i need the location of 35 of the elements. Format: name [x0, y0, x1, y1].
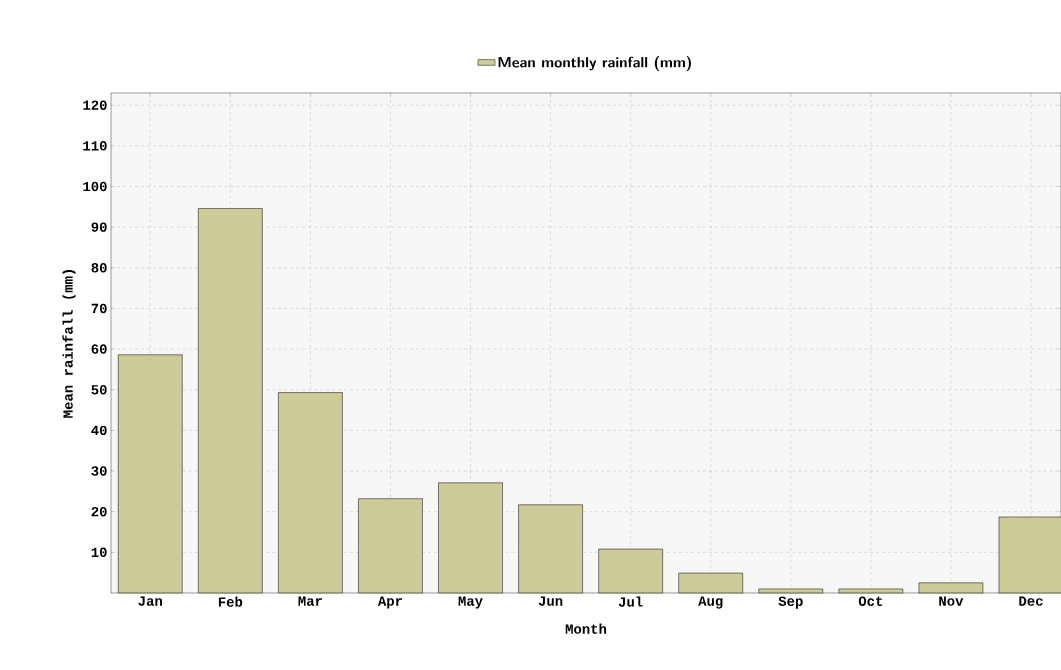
y-tick-label: 40: [91, 425, 107, 436]
x-tick-label: Jan: [138, 596, 162, 606]
y-tick-label: 80: [91, 263, 107, 273]
x-tick-label: Apr: [377, 596, 402, 609]
x-tick-label: May: [458, 596, 483, 609]
y-tick-label: 120: [83, 100, 107, 110]
bar: [278, 392, 343, 593]
y-tick-label: 70: [91, 303, 107, 314]
y-tick-label: 110: [83, 141, 107, 151]
bar: [438, 482, 503, 593]
y-tick-label: 60: [91, 344, 107, 354]
y-tick-label: 30: [91, 466, 107, 476]
x-tick-label: Dec: [1019, 596, 1043, 606]
x-tick-label: Jul: [618, 596, 643, 607]
y-tick-label: 20: [91, 506, 107, 517]
y-tick-label: 100: [83, 181, 107, 192]
x-tick-label: Feb: [218, 596, 243, 607]
x-tick-label: Oct: [858, 596, 883, 606]
y-tick-label: 90: [91, 222, 107, 232]
bar: [518, 504, 583, 593]
x-tick-label: Jun: [538, 596, 563, 606]
bar: [998, 516, 1061, 594]
x-axis-title: Month: [565, 623, 607, 634]
y-axis-title: Mean rainfall (mm): [62, 270, 76, 418]
x-tick-label: Sep: [778, 596, 803, 609]
bar: [598, 549, 663, 593]
y-tick-label: 50: [91, 385, 107, 395]
x-tick-label: Mar: [298, 596, 322, 606]
legend-label: Mean monthly rainfall (mm): [498, 56, 691, 72]
bar: [118, 354, 183, 593]
bar: [358, 498, 423, 593]
x-tick-label: Nov: [939, 596, 964, 606]
y-tick-label: 10: [91, 547, 107, 558]
x-tick-label: Aug: [698, 596, 723, 609]
bar: [198, 208, 263, 593]
